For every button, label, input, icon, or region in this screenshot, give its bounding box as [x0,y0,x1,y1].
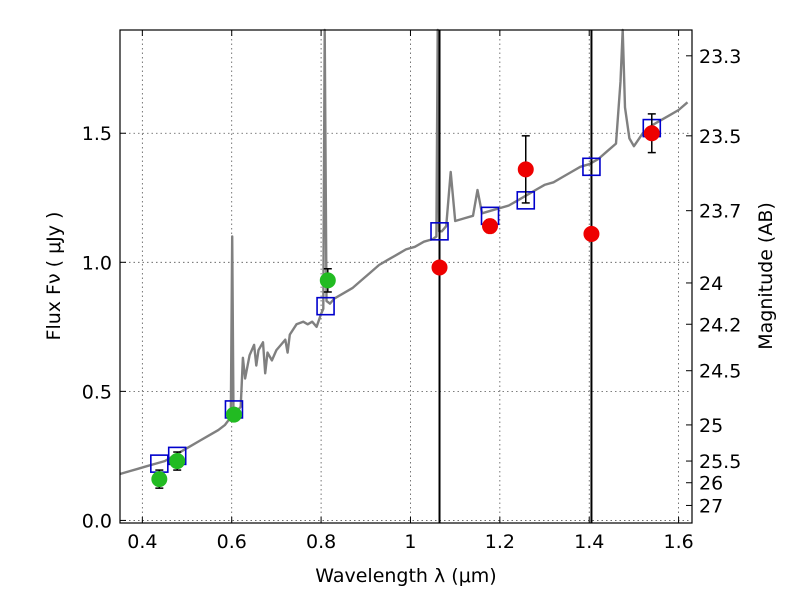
y-tick-label: 1.0 [82,252,112,274]
data-point [643,125,660,142]
model-square [582,157,601,177]
mag-tick-label: 25 [699,415,723,437]
data-point [517,161,534,178]
vertical-lines [438,30,593,523]
x-tick-label: 0.4 [127,531,157,553]
data-point [169,453,186,470]
mag-tick-label: 24 [699,273,723,295]
mag-tick-label: 23.5 [699,126,741,148]
x-tick-label: 0.8 [306,531,336,553]
mag-tick-label: 24.2 [699,314,741,336]
y-axis-label: Flux Fν ( μJy ) [43,212,65,341]
model-square [430,222,449,241]
mag-tick-label: 26 [699,473,723,495]
y2-axis-label: Magnitude (AB) [755,202,777,350]
x-axis-label: Wavelength λ (μm) [315,565,496,587]
x-tick-label: 1.4 [574,531,604,553]
data-point [482,218,499,235]
data-point [583,225,600,242]
x-tick-label: 0.6 [217,531,247,553]
mag-tick-label: 23.7 [699,201,741,223]
y-tick-label: 1.5 [82,123,112,145]
x-tick-label: 1 [404,531,416,553]
grid [120,30,692,523]
mag-tick-label: 25.5 [699,451,741,473]
mag-tick-label: 23.3 [699,46,741,68]
data-point [319,272,336,289]
mag-tick-label: 24.5 [699,361,741,383]
data-point [431,259,448,276]
mag-tick-label: 27 [699,495,723,517]
plot-frame [119,29,693,524]
markers [150,113,662,489]
data-point [151,471,168,488]
data-point [225,406,242,423]
x-tick-label: 1.2 [485,531,515,553]
y-tick-label: 0.0 [82,510,112,532]
x-tick-label: 1.6 [663,531,693,553]
y-tick-label: 0.5 [82,381,112,403]
ticks: 0.4 0.6 0.8 1 1.2 1.4 1.6 0.0 0.5 1.0 1.5 23.3 23.5 2… [82,30,741,553]
model-square [316,296,335,316]
